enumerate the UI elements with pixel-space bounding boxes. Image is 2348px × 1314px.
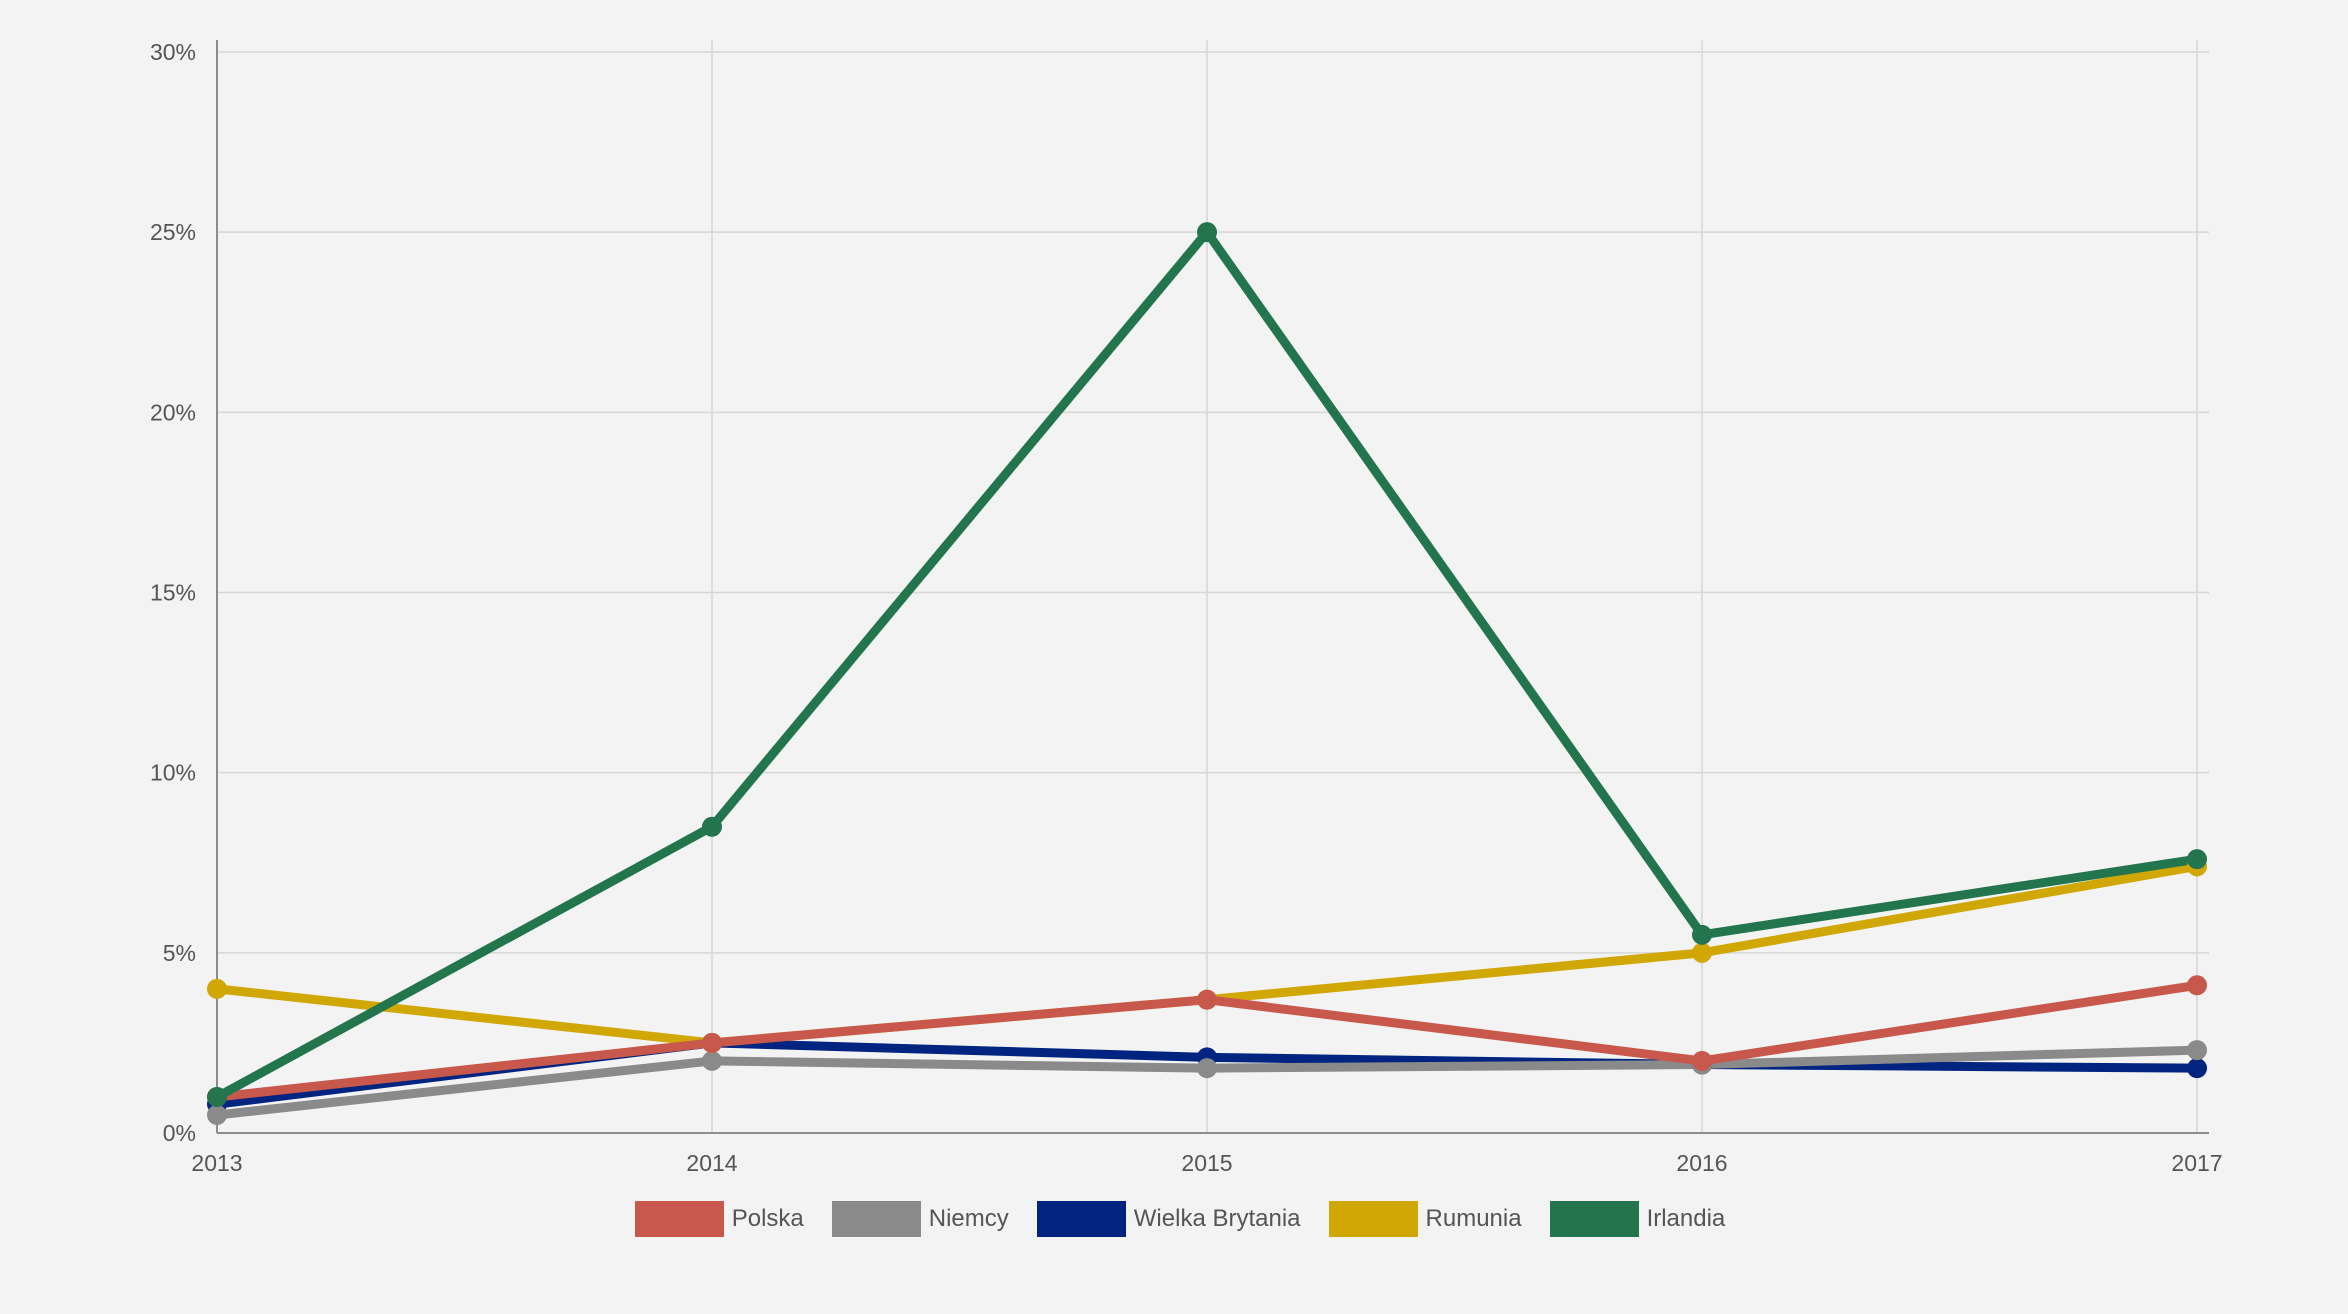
y-tick-label: 20% xyxy=(150,399,196,425)
legend-label: Wielka Brytania xyxy=(1133,1205,1301,1232)
x-tick-label: 2015 xyxy=(1181,1150,1232,1176)
legend-item-polska[interactable]: Polska xyxy=(623,1201,804,1237)
data-point-wielka-brytania[interactable] xyxy=(2187,1058,2207,1079)
y-tick-label: 30% xyxy=(150,39,196,65)
legend-swatch xyxy=(831,1201,921,1237)
legend-label: Polska xyxy=(731,1205,804,1232)
series-points xyxy=(207,222,2207,1125)
legend: Polska Niemcy Wielka Brytania Rumunia Irland… xyxy=(0,1201,2348,1237)
x-tick-label: 2017 xyxy=(2171,1150,2222,1176)
data-point-irlandia[interactable] xyxy=(207,1086,227,1107)
legend-label: Niemcy xyxy=(928,1205,1009,1232)
gridlines xyxy=(217,40,2209,1133)
legend-item-irlandia[interactable]: Irlandia xyxy=(1538,1201,1726,1237)
legend-item-niemcy[interactable]: Niemcy xyxy=(820,1201,1009,1237)
x-tick-label: 2013 xyxy=(191,1150,242,1176)
x-axis-tick-labels: 2013 2014 2015 2016 2017 xyxy=(191,1150,2222,1176)
data-point-niemcy[interactable] xyxy=(702,1050,722,1071)
data-point-polska[interactable] xyxy=(2187,975,2207,996)
data-point-niemcy[interactable] xyxy=(207,1104,227,1125)
data-point-polska[interactable] xyxy=(702,1032,722,1053)
y-tick-label: 10% xyxy=(150,760,196,786)
y-tick-label: 25% xyxy=(150,219,196,245)
legend-item-wielka-brytania[interactable]: Wielka Brytania xyxy=(1025,1201,1301,1237)
x-tick-label: 2016 xyxy=(1676,1150,1727,1176)
data-point-polska[interactable] xyxy=(1692,1050,1712,1071)
data-point-rumunia[interactable] xyxy=(1692,942,1712,963)
y-tick-label: 0% xyxy=(163,1120,196,1146)
legend-swatch xyxy=(1549,1201,1639,1237)
data-point-niemcy[interactable] xyxy=(2187,1040,2207,1061)
data-point-irlandia[interactable] xyxy=(2187,849,2207,870)
data-point-irlandia[interactable] xyxy=(1692,924,1712,945)
x-tick-label: 2014 xyxy=(686,1150,737,1176)
legend-item-rumunia[interactable]: Rumunia xyxy=(1317,1201,1522,1237)
legend-label: Irlandia xyxy=(1646,1205,1726,1232)
legend-swatch xyxy=(634,1201,724,1237)
y-tick-label: 15% xyxy=(150,580,196,606)
legend-swatch xyxy=(1328,1201,1418,1237)
y-tick-label: 5% xyxy=(163,940,196,966)
legend-label: Rumunia xyxy=(1425,1205,1522,1232)
axes xyxy=(216,40,2209,1134)
data-point-irlandia[interactable] xyxy=(1197,222,1217,243)
data-point-polska[interactable] xyxy=(1197,989,1217,1010)
data-point-irlandia[interactable] xyxy=(702,816,722,837)
y-axis-tick-labels: 0% 5% 10% 15% 20% 25% 30% xyxy=(150,39,196,1146)
legend-swatch xyxy=(1036,1201,1126,1237)
data-point-niemcy[interactable] xyxy=(1197,1058,1217,1079)
data-point-rumunia[interactable] xyxy=(207,978,227,999)
